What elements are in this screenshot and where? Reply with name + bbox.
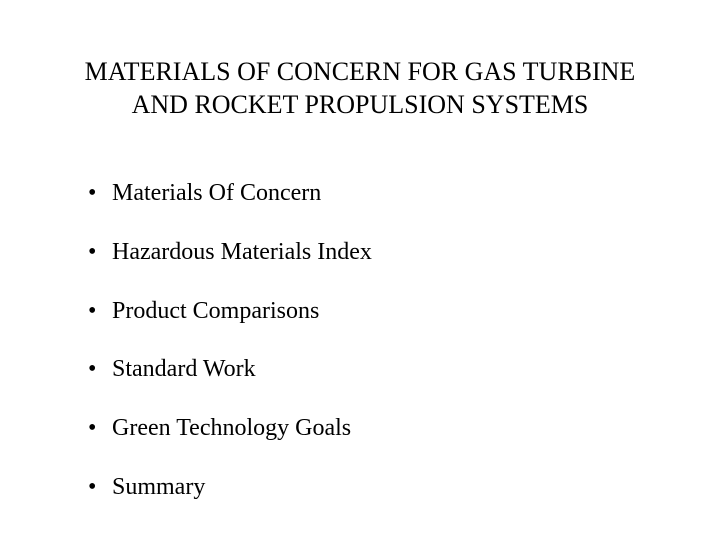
bullet-text: Hazardous Materials Index bbox=[112, 239, 372, 265]
list-item: Green Technology Goals bbox=[88, 414, 720, 443]
bullet-text: Green Technology Goals bbox=[112, 415, 351, 441]
list-item: Summary bbox=[88, 473, 720, 502]
bullet-text: Summary bbox=[112, 474, 205, 500]
slide: MATERIALS OF CONCERN FOR GAS TURBINE AND… bbox=[0, 0, 720, 540]
slide-title: MATERIALS OF CONCERN FOR GAS TURBINE AND… bbox=[64, 56, 656, 121]
list-item: Standard Work bbox=[88, 355, 720, 384]
bullet-text: Product Comparisons bbox=[112, 298, 319, 324]
bullet-text: Materials Of Concern bbox=[112, 180, 321, 206]
bullet-text: Standard Work bbox=[112, 356, 256, 382]
title-line-1: MATERIALS OF CONCERN FOR GAS TURBINE bbox=[85, 57, 636, 86]
bullet-list: Materials Of Concern Hazardous Materials… bbox=[0, 179, 720, 502]
list-item: Materials Of Concern bbox=[88, 179, 720, 208]
list-item: Product Comparisons bbox=[88, 297, 720, 326]
title-line-2: AND ROCKET PROPULSION SYSTEMS bbox=[132, 90, 589, 119]
list-item: Hazardous Materials Index bbox=[88, 238, 720, 267]
